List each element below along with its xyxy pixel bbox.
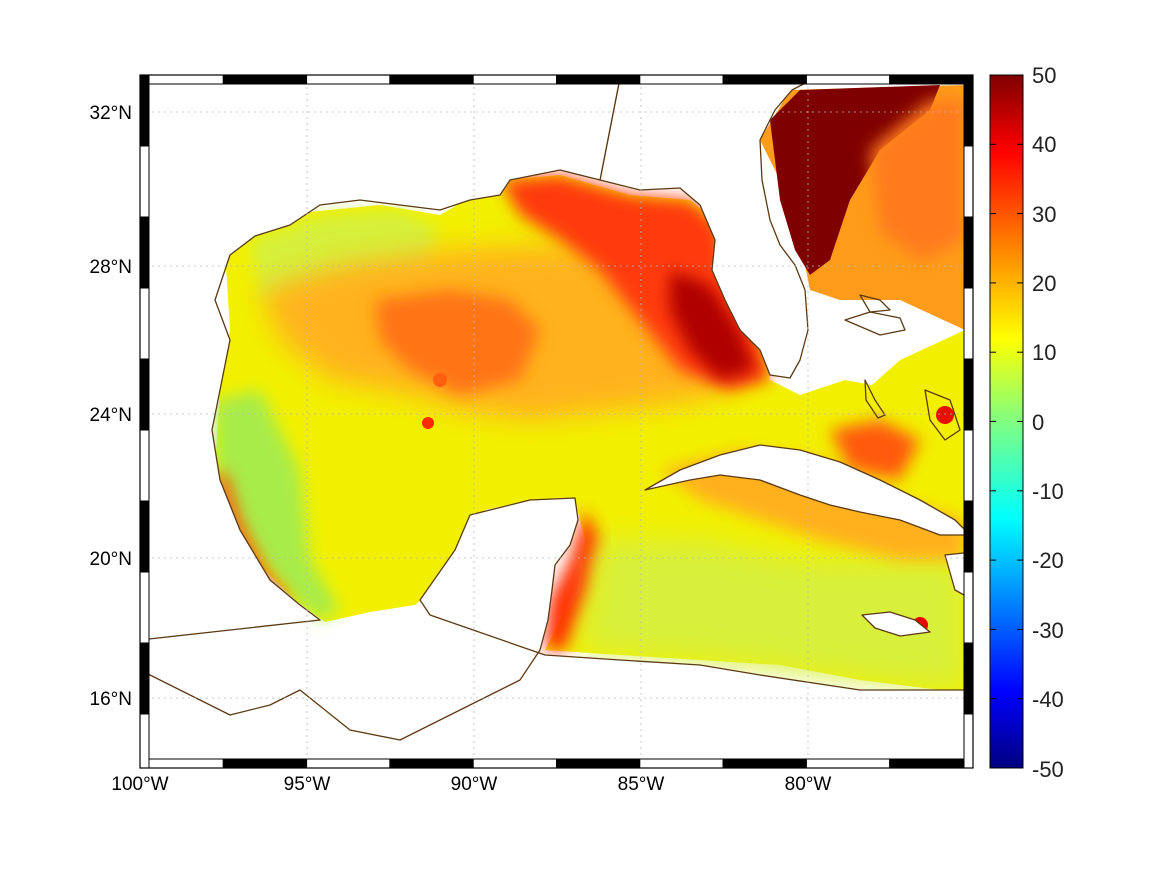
frame-segment-left: [139, 358, 150, 431]
bahamas-island: [859, 294, 891, 313]
frame-segment-top: [805, 74, 891, 85]
frame-segment-right: [963, 216, 974, 289]
frame-segment-left: [139, 287, 150, 360]
colorbar-label: 40: [1032, 132, 1056, 157]
lon-tick-label: 100°W: [111, 774, 168, 795]
frame-segment-top: [306, 74, 391, 85]
caribbean-cool: [580, 540, 965, 690]
yucatan-warm: [545, 510, 600, 650]
bahamas-island: [844, 311, 906, 336]
frame-segment-left: [139, 145, 150, 218]
frame-segment-left: [139, 74, 150, 147]
frame-segment-left: [139, 642, 150, 715]
atlantic-warm: [870, 100, 965, 260]
frame-segment-bottom: [805, 758, 891, 769]
land-masses: [140, 77, 973, 768]
frame-segment-bottom: [556, 758, 641, 769]
colorbar-label: -30: [1032, 618, 1064, 643]
gulf-coast: [140, 77, 621, 641]
colorbar-label: 0: [1032, 410, 1044, 435]
frame-segment-right: [963, 642, 974, 715]
frame-segment-left: [139, 216, 150, 289]
frame-segment-top: [389, 74, 474, 85]
frame-outline: [139, 74, 974, 769]
colorbar: 50 40 30 20 10 0 -10 -20 -30 -40 -50: [989, 63, 1064, 782]
jamaica: [861, 611, 931, 637]
frame-segment-top: [472, 74, 558, 85]
lat-tick-label: 24°N: [90, 405, 132, 426]
lon-tick-labels: 100°W 95°W 90°W 85°W 80°W: [111, 774, 831, 795]
colorbar-label: -10: [1032, 479, 1064, 504]
frame-segment-right: [963, 287, 974, 360]
colorbar-label: -50: [1032, 757, 1064, 782]
frame-segment-left: [139, 429, 150, 502]
west-cool-band: [215, 390, 340, 620]
frame-segment-top: [639, 74, 724, 85]
frame-segment-right: [963, 358, 974, 431]
lat-tick-label: 20°N: [90, 549, 132, 570]
frame-segment-right: [963, 713, 974, 769]
lat-tick-label: 32°N: [90, 103, 132, 124]
map-frame: [139, 74, 974, 769]
frame-segment-bottom: [722, 758, 807, 769]
frame-segment-bottom: [639, 758, 724, 769]
central-america: [140, 497, 973, 768]
frame-segment-right: [963, 429, 974, 502]
loop-eddy: [375, 290, 540, 395]
frame-segment-right: [963, 571, 974, 644]
eddy-spot: [422, 417, 434, 429]
lon-tick-label: 90°W: [451, 774, 498, 795]
lat-tick-labels: 32°N 28°N 24°N 20°N 16°N: [90, 103, 132, 710]
colorbar-labels: 50 40 30 20 10 0 -10 -20 -30 -40 -50: [1032, 63, 1064, 782]
frame-segment-bottom: [222, 758, 308, 769]
frame-segment-right: [963, 74, 974, 147]
colorbar-label: -40: [1032, 687, 1064, 712]
frame-segment-bottom: [389, 758, 474, 769]
bahamas-warm: [830, 420, 920, 480]
ne-shelf-hot: [670, 270, 755, 380]
frame-segment-top: [722, 74, 807, 85]
frame-segment-right: [963, 145, 974, 218]
colorbar-label: 20: [1032, 271, 1056, 296]
frame-segment-top: [139, 74, 224, 85]
frame-segment-right: [963, 500, 974, 573]
lon-tick-label: 80°W: [785, 774, 832, 795]
bahamas-island: [864, 379, 886, 419]
eddy-spot: [433, 373, 447, 387]
frame-segment-bottom: [889, 758, 974, 769]
frame-segment-left: [139, 713, 150, 769]
colorbar-ticks: [990, 74, 1023, 769]
bahamas-spot: [936, 406, 954, 424]
bahamas-island: [924, 389, 961, 441]
frame-segment-left: [139, 500, 150, 573]
frame-segment-top: [222, 74, 308, 85]
anomaly-field: [215, 85, 965, 690]
frame-segment-bottom: [139, 758, 224, 769]
frame-segment-left: [139, 571, 150, 644]
west-coast-warm: [215, 470, 290, 605]
lon-tick-label: 85°W: [618, 774, 665, 795]
colorbar-label: 30: [1032, 202, 1056, 227]
lat-tick-label: 28°N: [90, 257, 132, 278]
lat-tick-label: 16°N: [90, 689, 132, 710]
frame-segment-bottom: [306, 758, 391, 769]
lon-tick-label: 95°W: [284, 774, 331, 795]
colorbar-label: -20: [1032, 548, 1064, 573]
frame-segment-bottom: [472, 758, 558, 769]
graticule: [140, 75, 973, 768]
colorbar-label: 10: [1032, 340, 1056, 365]
colorbar-label: 50: [1032, 63, 1056, 88]
frame-segment-top: [889, 74, 974, 85]
frame-segment-top: [556, 74, 641, 85]
